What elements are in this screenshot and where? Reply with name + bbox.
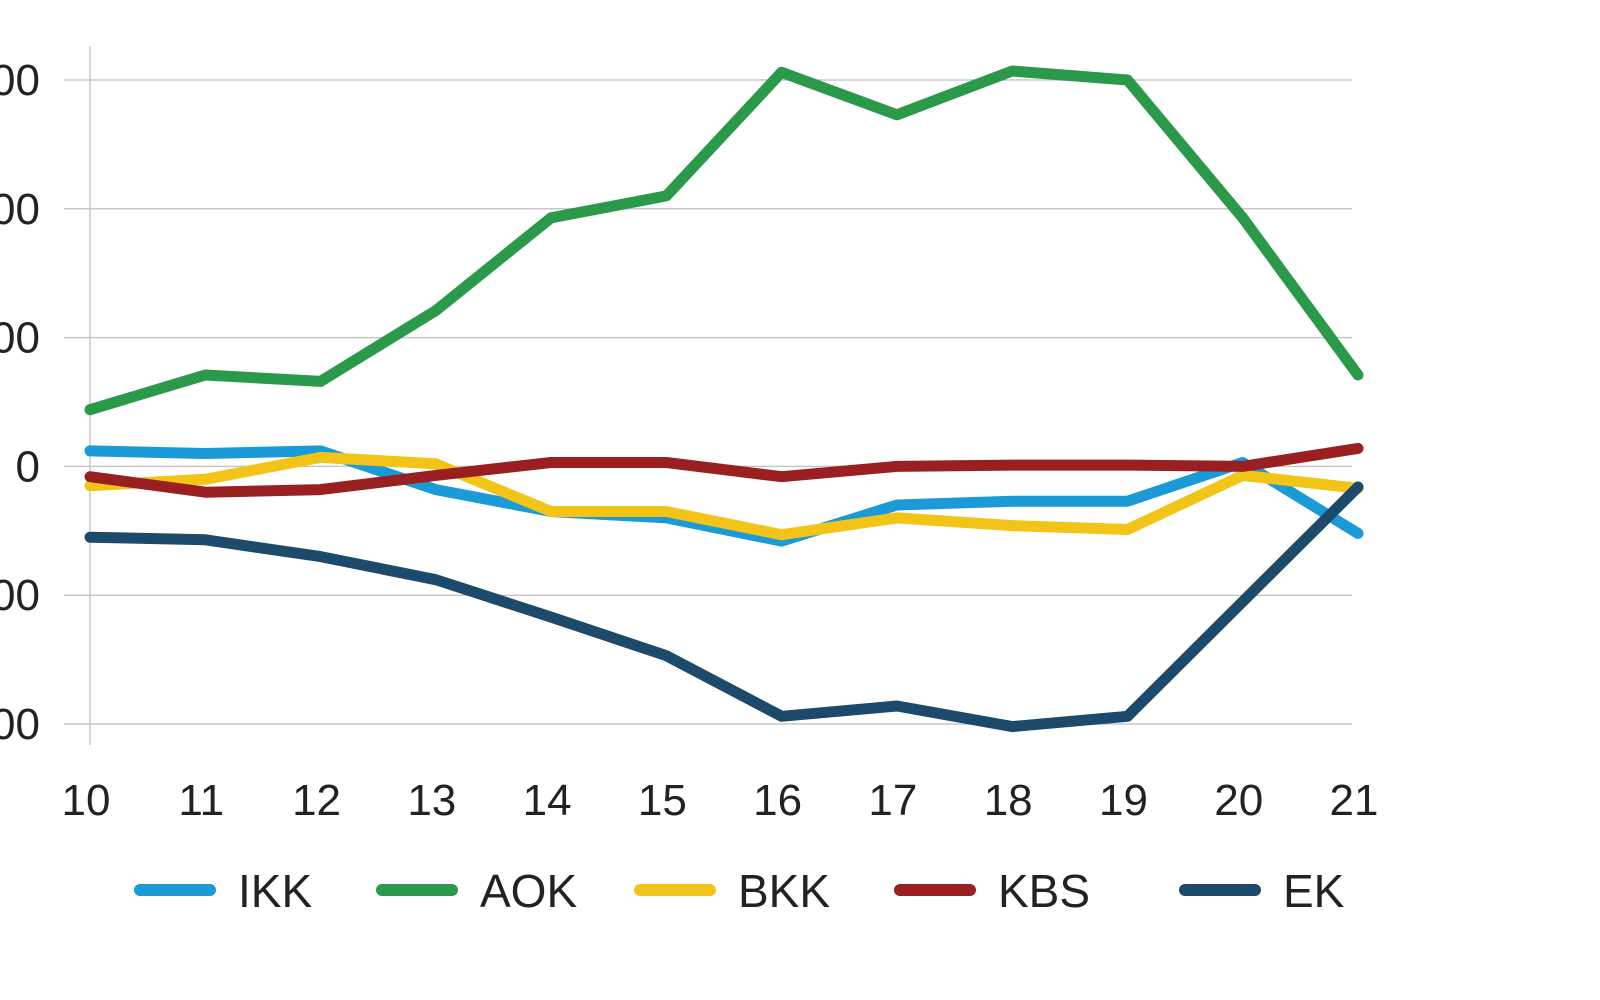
legend-label-bkk: BKK bbox=[738, 865, 830, 917]
x-tick-label-19: 19 bbox=[1099, 776, 1148, 825]
x-tick-label-10: 10 bbox=[62, 776, 111, 825]
series-line-ikk bbox=[84, 445, 1364, 547]
legend-label-ikk: IKK bbox=[238, 865, 312, 917]
x-tick-label-14: 14 bbox=[523, 776, 572, 825]
legend-label-ek: EK bbox=[1283, 865, 1345, 917]
y-tick-label-5: 00 bbox=[0, 700, 40, 749]
x-tick-label-13: 13 bbox=[407, 776, 456, 825]
legend-item-ikk: IKK bbox=[134, 865, 312, 917]
y-tick-label-2: 00 bbox=[0, 314, 40, 363]
x-tick-label-11: 11 bbox=[178, 776, 224, 825]
x-tick-label-12: 12 bbox=[292, 776, 341, 825]
series-line-bkk bbox=[84, 451, 1364, 541]
grid-layer bbox=[64, 79, 1352, 725]
y-tick-label-3: 0 bbox=[16, 442, 40, 491]
series-line-kbs bbox=[84, 442, 1364, 498]
x-tick-labels: 10 11 12 13 14 15 16 17 18 19 20 21 bbox=[62, 776, 1379, 825]
legend-item-bkk: BKK bbox=[634, 865, 830, 917]
x-tick-label-20: 20 bbox=[1214, 776, 1263, 825]
legend-label-kbs: KBS bbox=[998, 865, 1090, 917]
legend: IKK AOK BKK KBS EK bbox=[134, 865, 1345, 917]
y-tick-label-1: 00 bbox=[0, 185, 40, 234]
x-tick-label-16: 16 bbox=[753, 776, 802, 825]
legend-item-kbs: KBS bbox=[894, 865, 1090, 917]
x-tick-label-17: 17 bbox=[868, 776, 917, 825]
legend-label-aok: AOK bbox=[480, 865, 577, 917]
legend-item-aok: AOK bbox=[376, 865, 577, 917]
x-tick-label-15: 15 bbox=[638, 776, 687, 825]
y-tick-label-0: 00 bbox=[0, 56, 40, 105]
series-line-aok bbox=[84, 65, 1364, 416]
series-layer bbox=[84, 65, 1364, 733]
x-tick-label-21: 21 bbox=[1330, 776, 1379, 825]
legend-item-ek: EK bbox=[1179, 865, 1345, 917]
series-line-ek bbox=[84, 481, 1364, 733]
x-tick-label-18: 18 bbox=[984, 776, 1033, 825]
y-tick-label-4: 00 bbox=[0, 571, 40, 620]
